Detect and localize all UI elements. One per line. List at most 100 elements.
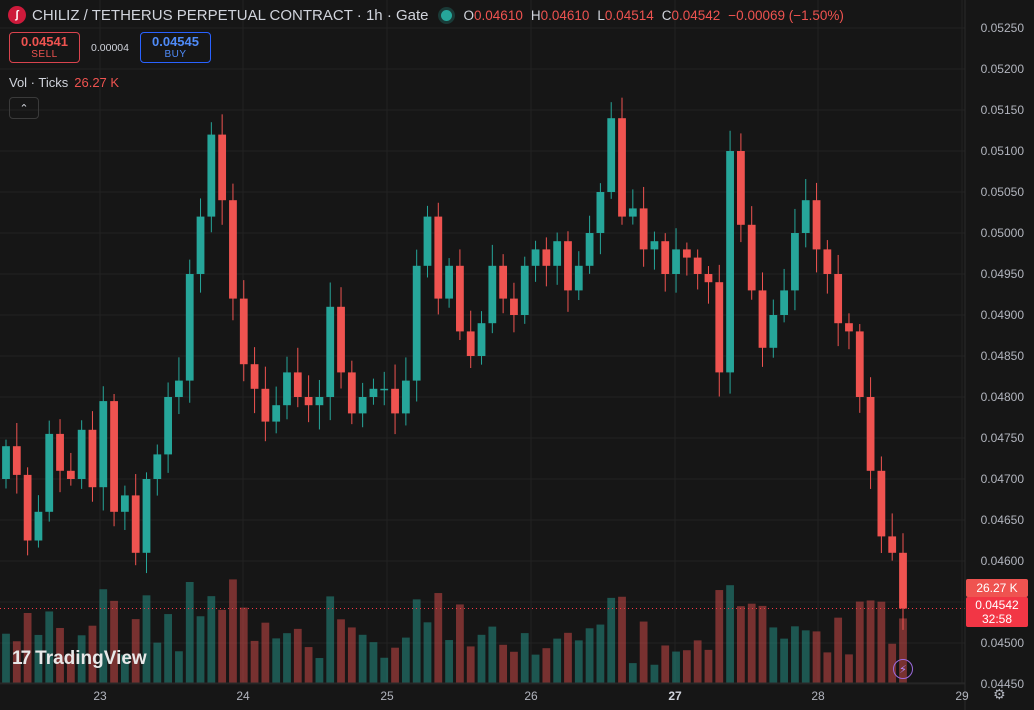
candle-body — [845, 323, 853, 332]
price-tick-label: 0.04650 — [980, 513, 1024, 527]
candle-body — [737, 151, 745, 225]
volume-bar — [153, 642, 162, 683]
price-tick-label: 0.05250 — [980, 21, 1024, 35]
tradingview-wordmark: TradingView — [35, 648, 147, 669]
symbol-title[interactable]: CHILIZ / TETHERUS PERPETUAL CONTRACT · 1… — [32, 6, 429, 24]
buy-button[interactable]: 0.04545 BUY — [140, 32, 211, 63]
volume-bar — [272, 638, 281, 683]
candle-body — [510, 298, 518, 315]
candle-body — [185, 274, 194, 381]
candle-body — [866, 397, 875, 471]
time-tick-label: 29 — [955, 689, 969, 703]
candle-body — [99, 401, 108, 488]
candle-body — [445, 265, 453, 299]
candle-body — [791, 233, 799, 291]
bar-countdown: 32:58 — [981, 612, 1013, 626]
volume-bar — [769, 627, 778, 683]
candle-body — [337, 306, 345, 373]
candle-body — [358, 397, 367, 414]
volume-bar — [715, 590, 724, 683]
candle-body — [704, 274, 713, 283]
time-tick-label: 25 — [380, 689, 394, 703]
volume-bar — [726, 585, 734, 683]
volume-bar — [607, 597, 616, 683]
volume-legend[interactable]: Vol · Ticks 26.27 K — [9, 75, 119, 90]
candle-body — [196, 216, 205, 274]
volume-bar — [196, 616, 205, 683]
volume-bar — [672, 651, 680, 683]
chevron-up-icon: ⌃ — [19, 102, 29, 115]
volume-bar — [488, 626, 497, 683]
volume-bar — [131, 619, 140, 683]
volume-bars — [2, 579, 907, 683]
volume-bar — [2, 633, 10, 683]
candle-body — [142, 479, 151, 553]
volume-bar — [423, 622, 432, 683]
sell-button[interactable]: 0.04541 SELL — [9, 32, 80, 63]
candle-body — [66, 470, 75, 479]
candle-body — [618, 118, 626, 217]
price-change: −0.00069 (−1.50%) — [728, 7, 844, 23]
volume-bar — [510, 651, 518, 683]
volume-bar — [434, 593, 443, 683]
candle-body — [153, 454, 162, 479]
candle-body — [488, 265, 497, 324]
volume-bar — [250, 640, 259, 683]
candle-body — [888, 536, 897, 553]
price-tick-label: 0.04700 — [980, 472, 1024, 486]
time-tick-label: 26 — [524, 689, 538, 703]
candle-body — [531, 249, 540, 266]
volume-bar — [391, 647, 399, 683]
lightning-icon[interactable]: ⚡ — [893, 659, 913, 679]
candle-body — [207, 134, 216, 217]
chiliz-logo-icon[interactable]: ʃ — [8, 6, 26, 24]
volume-bar — [628, 663, 637, 683]
settings-gear-icon[interactable]: ⚙ — [993, 686, 1006, 702]
volume-bar — [401, 637, 410, 683]
volume-bar — [412, 599, 421, 683]
candle-body — [466, 331, 475, 356]
volume-bar — [175, 651, 183, 683]
candle-body — [877, 470, 886, 537]
candle-body — [607, 118, 616, 192]
volume-bar — [466, 646, 475, 683]
volume-bar — [758, 605, 767, 683]
candle-body — [834, 274, 843, 324]
volume-bar — [650, 664, 659, 683]
volume-bar — [823, 652, 832, 683]
candle-body — [304, 397, 313, 406]
candle-body — [855, 331, 864, 397]
candle-body — [477, 323, 486, 356]
candle-body — [293, 372, 302, 397]
candle-body — [88, 429, 97, 488]
volume-bar — [520, 633, 529, 683]
volume-bar — [142, 595, 151, 683]
candle-body — [434, 216, 443, 299]
candle-body — [520, 265, 529, 315]
ohlc-values: O0.04610 H0.04610 L0.04514 C0.04542 −0.0… — [463, 7, 844, 23]
candle-body — [56, 433, 64, 471]
volume-bar — [110, 600, 118, 683]
candle-body — [564, 241, 572, 291]
price-tick-label: 0.04850 — [980, 349, 1024, 363]
price-tick-label: 0.04600 — [980, 554, 1024, 568]
tradingview-logo[interactable]: 17 TradingView — [12, 648, 147, 670]
chart-legend: ʃ CHILIZ / TETHERUS PERPETUAL CONTRACT ·… — [8, 6, 844, 24]
volume-bar — [564, 632, 572, 683]
candle-body — [769, 315, 778, 348]
candle-body — [34, 511, 43, 541]
collapse-legend-button[interactable]: ⌃ — [9, 97, 39, 119]
volume-bar — [747, 603, 756, 683]
candle-body — [682, 249, 691, 258]
candle-body — [585, 233, 594, 266]
volume-bar — [120, 654, 129, 683]
candle-body — [229, 200, 237, 299]
volume-bar — [682, 650, 691, 683]
candle-body — [412, 265, 421, 381]
volume-bar — [855, 601, 864, 683]
candle-body — [2, 446, 10, 479]
candle-body — [380, 388, 389, 391]
candle-body — [574, 265, 583, 291]
candle-body — [715, 282, 724, 373]
